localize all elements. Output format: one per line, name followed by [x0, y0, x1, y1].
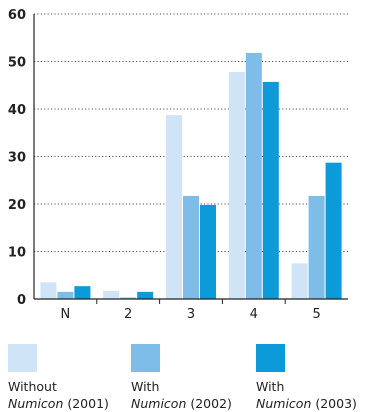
- bar-N-series-2: [57, 291, 74, 299]
- legend-label-line1: Without: [8, 379, 57, 394]
- legend-label: With Numicon (2003): [256, 378, 357, 412]
- legend-label-line2: Numicon (2003): [256, 395, 357, 412]
- legend-label-line1: With: [131, 379, 160, 394]
- legend-label-emphasis: Numicon: [131, 396, 187, 411]
- bar-3-series-2: [183, 195, 199, 299]
- bar-2-series-2: [120, 297, 137, 299]
- bar-5-series-2: [308, 195, 325, 299]
- bar-4-series-3: [262, 81, 279, 299]
- legend-item-series-3: With Numicon (2003): [256, 344, 357, 411]
- y-tick-label: 30: [8, 151, 26, 166]
- legend-label-line1: With: [256, 379, 285, 394]
- bar-chart: 0 10 20 30 40 50 60 N 2 3 4 5: [8, 8, 348, 322]
- bar-2-series-1: [103, 290, 120, 299]
- legend-label-line2: Numicon (2002): [131, 395, 232, 412]
- legend-label-year: (2002): [186, 396, 232, 411]
- y-tick-label: 20: [8, 198, 26, 213]
- bar-5-series-1: [291, 263, 308, 299]
- x-tick-label: N: [61, 307, 71, 322]
- bar-4-series-2: [245, 52, 262, 300]
- y-tick-labels: 0 10 20 30 40 50 60: [8, 8, 26, 308]
- legend-label-line2: Numicon (2001): [8, 395, 109, 412]
- legend-label: With Numicon (2002): [131, 378, 232, 412]
- bar-5-series-3: [325, 162, 342, 299]
- bar-2-series-3: [137, 291, 154, 299]
- y-tick-label: 50: [8, 56, 26, 71]
- bar-4-series-1: [228, 71, 245, 299]
- legend-label-year: (2001): [63, 396, 109, 411]
- legend-swatch: [131, 344, 160, 372]
- x-tick-label: 5: [312, 307, 320, 322]
- legend-item-series-1: Without Numicon (2001): [8, 344, 109, 411]
- bar-N-series-3: [74, 286, 91, 299]
- y-tick-label: 10: [8, 246, 26, 261]
- x-tick-label: 2: [124, 307, 132, 322]
- legend-label-emphasis: Numicon: [256, 396, 312, 411]
- y-tick-label: 0: [17, 293, 26, 308]
- bar-N-series-1: [40, 282, 57, 299]
- legend-label-emphasis: Numicon: [8, 396, 64, 411]
- bar-3-series-1: [166, 115, 182, 299]
- legend-label-year: (2003): [311, 396, 357, 411]
- legend: Without Numicon (2001) With Numicon (2002) W…: [0, 340, 368, 412]
- y-tick-label: 60: [8, 8, 26, 23]
- bars: [40, 52, 342, 300]
- axes: [33, 14, 348, 304]
- bar-3-series-3: [200, 204, 216, 299]
- y-tick-label: 40: [8, 103, 26, 118]
- legend-label: Without Numicon (2001): [8, 378, 109, 412]
- legend-swatch: [8, 344, 37, 372]
- x-tick-label: 3: [187, 307, 195, 322]
- legend-swatch: [256, 344, 285, 372]
- x-tick-label: 4: [250, 307, 258, 322]
- x-tick-labels: N 2 3 4 5: [61, 307, 321, 322]
- legend-item-series-2: With Numicon (2002): [131, 344, 232, 411]
